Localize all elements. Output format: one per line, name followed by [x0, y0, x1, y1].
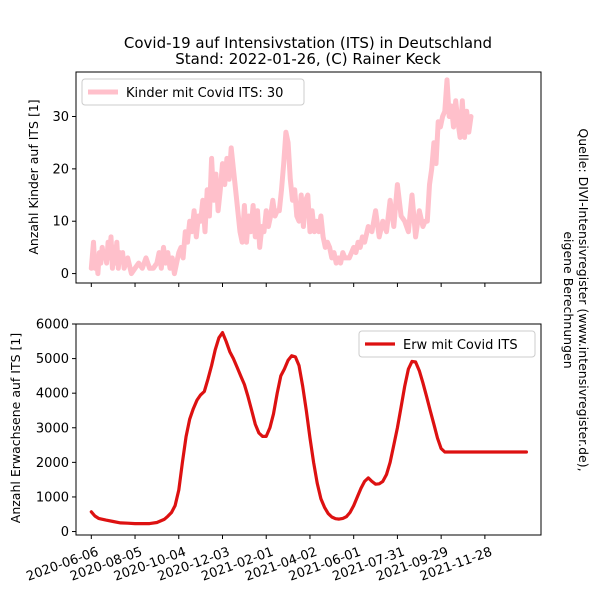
legend: Kinder mit Covid ITS: 30: [81, 78, 305, 106]
legend-label: Erw mit Covid ITS: [403, 338, 518, 353]
series-line-kinder: [88, 77, 474, 277]
y-tick-label: 30: [52, 110, 69, 125]
y-tick-label: 3000: [36, 421, 69, 436]
source-note-line-1: Quelle: DIVI-Intensivregister (www.inten…: [576, 128, 591, 471]
plot-frame: [75, 323, 542, 536]
y-tick-label: 20: [52, 162, 69, 177]
legend-box: [81, 78, 305, 106]
legend-box: [358, 330, 536, 358]
y-tick-label: 1000: [36, 490, 69, 505]
bottom-y-axis-label: Anzahl Erwachsene auf ITS [1]: [8, 333, 23, 523]
y-tick-label: 0: [61, 525, 69, 540]
series-line-erwachsene: [89, 331, 529, 526]
y-tick-label: 2000: [36, 456, 69, 471]
y-tick-label: 6000: [36, 318, 69, 333]
y-tick-label: 5000: [36, 352, 69, 367]
source-note-line-2: eigene Berechnungen: [561, 231, 576, 368]
source-note: Quelle: DIVI-Intensivregister (www.inten…: [561, 128, 591, 471]
plot-frame: [75, 71, 542, 284]
top-axes: 0 10 20 30 Kinder mit Covid ITS: 30: [52, 71, 542, 287]
y-tick-label: 10: [52, 215, 69, 230]
top-y-axis-label: Anzahl Kinder auf ITS [1]: [26, 99, 41, 254]
y-tick-label: 4000: [36, 387, 69, 402]
legend-label: Kinder mit Covid ITS: 30: [126, 86, 283, 101]
legend: Erw mit Covid ITS: [358, 330, 536, 358]
chart-subtitle: Stand: 2022-01-26, (C) Rainer Keck: [175, 50, 441, 68]
y-tick-label: 0: [61, 267, 69, 282]
bottom-axes: 01000200030004000500060002020-06-062020-…: [25, 318, 542, 585]
chart-title: Covid-19 auf Intensivstation (ITS) in De…: [124, 34, 492, 52]
